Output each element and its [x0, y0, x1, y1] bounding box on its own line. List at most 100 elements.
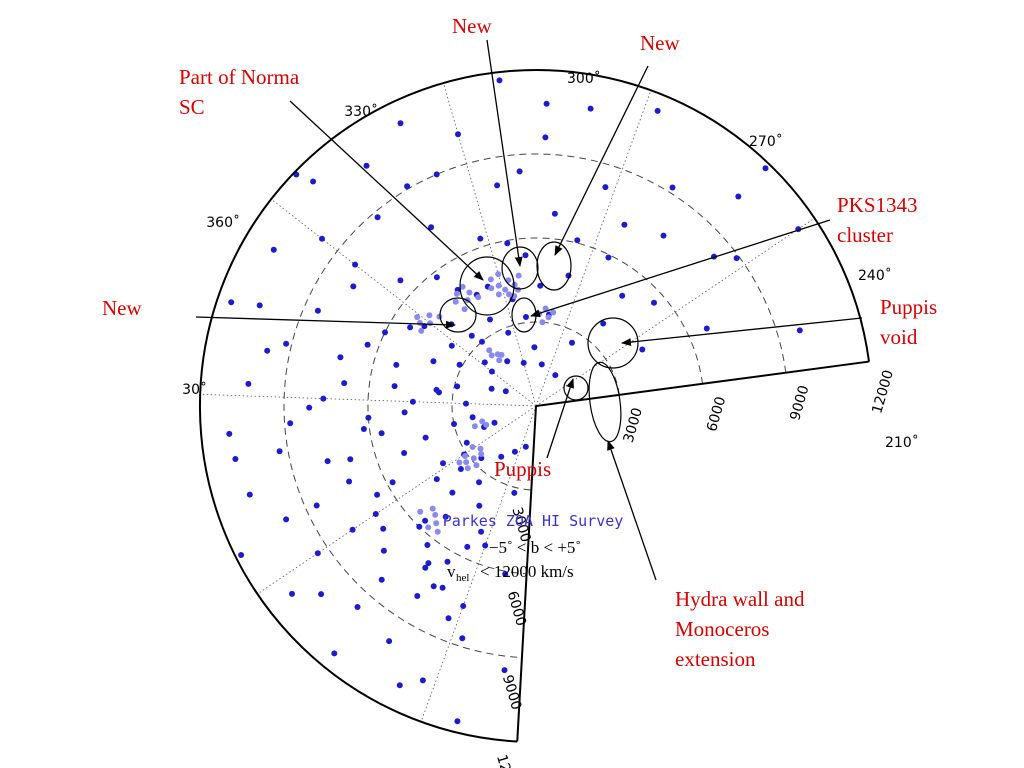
annotation-labels: Part of Norma SC New New PKS1343 cluster New Pu… — [102, 14, 937, 671]
galaxy-point — [401, 450, 408, 456]
galaxy-point — [424, 542, 431, 548]
longitude-tick-label: 30˚ — [182, 381, 207, 398]
group-galaxy-point — [475, 294, 482, 301]
longitude-tick-label: 270˚ — [749, 133, 783, 150]
galaxy-point — [488, 385, 495, 392]
group-galaxy-point — [515, 286, 521, 293]
group-galaxy-point — [545, 314, 552, 321]
galaxy-point — [542, 134, 549, 141]
galaxy-point — [365, 414, 372, 421]
galaxy-point — [496, 77, 503, 84]
galaxy-point — [386, 638, 393, 645]
group-galaxy-point — [464, 465, 471, 472]
galaxy-point — [310, 178, 317, 185]
galaxy-point — [416, 523, 423, 530]
galaxy-point — [422, 434, 429, 441]
group-galaxy-point — [429, 505, 436, 512]
galaxy-point — [574, 237, 581, 244]
galaxy-point — [270, 246, 277, 253]
group-galaxy-point — [427, 320, 434, 327]
arrow-puppis — [546, 378, 574, 459]
galaxy-point — [318, 591, 325, 598]
velocity-subscript: hel — [456, 572, 469, 584]
galaxy-point — [621, 221, 628, 228]
group-galaxy-point — [473, 462, 480, 469]
galaxy-point — [232, 456, 239, 462]
galaxy-point — [479, 338, 485, 345]
galaxy-point — [460, 603, 467, 609]
galaxy-point — [600, 320, 607, 327]
galaxy-point — [440, 460, 446, 467]
galaxy-point — [464, 543, 471, 550]
galaxy-point — [733, 255, 740, 262]
galaxy-point — [439, 584, 446, 591]
galaxy-point — [457, 466, 464, 472]
wedge-edge-right — [535, 360, 870, 407]
galaxy-point — [378, 430, 385, 437]
galaxy-point — [456, 361, 463, 368]
longitude-line-270 — [200, 393, 537, 407]
group-galaxy-point — [433, 520, 440, 527]
galaxy-point — [289, 590, 295, 597]
group-galaxy-point — [477, 445, 484, 452]
galaxy-point — [428, 224, 435, 231]
galaxy-point — [287, 420, 294, 427]
galaxy-point — [454, 718, 461, 725]
galaxy-point — [445, 615, 452, 622]
galaxy-point — [341, 380, 348, 387]
galaxy-point — [491, 419, 498, 426]
group-galaxy-point — [515, 272, 522, 279]
galaxy-point — [433, 171, 440, 178]
galaxy-point — [511, 489, 518, 496]
galaxy-point — [451, 421, 457, 427]
galaxy-point — [337, 354, 344, 361]
galaxy-point — [476, 502, 483, 509]
chart-title: Parkes ZOA HI Survey — [443, 512, 624, 530]
group-galaxy-point — [498, 351, 505, 358]
galaxy-point — [306, 404, 313, 411]
galaxy-point — [422, 517, 429, 524]
galaxy-point — [396, 682, 403, 689]
group-galaxy-point — [426, 312, 433, 319]
galaxy-point — [502, 571, 509, 577]
new-circle-left — [439, 297, 477, 333]
galaxy-point — [639, 346, 646, 353]
galaxy-point — [551, 210, 558, 217]
longitude-tick-label: 330˚ — [344, 103, 378, 120]
galaxy-point — [660, 232, 667, 239]
new-circle-2 — [536, 241, 572, 291]
group-galaxy-point — [417, 508, 424, 515]
velocity-circle-9000 — [283, 153, 787, 659]
galaxy-point — [433, 274, 440, 281]
annotation-label: New — [452, 14, 492, 38]
group-galaxy-point — [502, 286, 509, 293]
arrow-new-left — [195, 316, 456, 329]
galaxy-point — [414, 593, 421, 599]
group-galaxy-point — [486, 347, 493, 354]
annotation-label: cluster — [837, 223, 893, 247]
galaxy-point — [501, 667, 508, 674]
group-galaxy-point — [496, 357, 503, 364]
group-galaxy-point — [469, 444, 476, 450]
galaxy-point — [352, 261, 359, 268]
galaxy-point — [504, 240, 511, 247]
longitude-line-30 — [535, 217, 815, 407]
galaxy-point — [324, 458, 331, 465]
velocity-symbol: v — [447, 562, 456, 581]
galaxy-point — [455, 131, 461, 138]
galaxy-point — [389, 479, 396, 486]
galaxy-point — [382, 329, 388, 336]
wedge-outline — [199, 69, 870, 743]
group-galaxy-point — [495, 271, 502, 278]
group-galaxy-point — [459, 283, 466, 290]
galaxy-point — [504, 358, 511, 365]
galaxy-point — [228, 299, 235, 306]
galaxy-point — [454, 383, 461, 390]
galaxy-point — [487, 316, 493, 323]
group-galaxy-point — [418, 327, 425, 334]
galaxy-point — [587, 105, 594, 112]
annotation-label: Hydra wall and — [675, 587, 805, 611]
arrow-puppis-void — [621, 317, 863, 347]
galaxy-point — [569, 339, 575, 346]
arrow-new-right — [554, 65, 649, 256]
